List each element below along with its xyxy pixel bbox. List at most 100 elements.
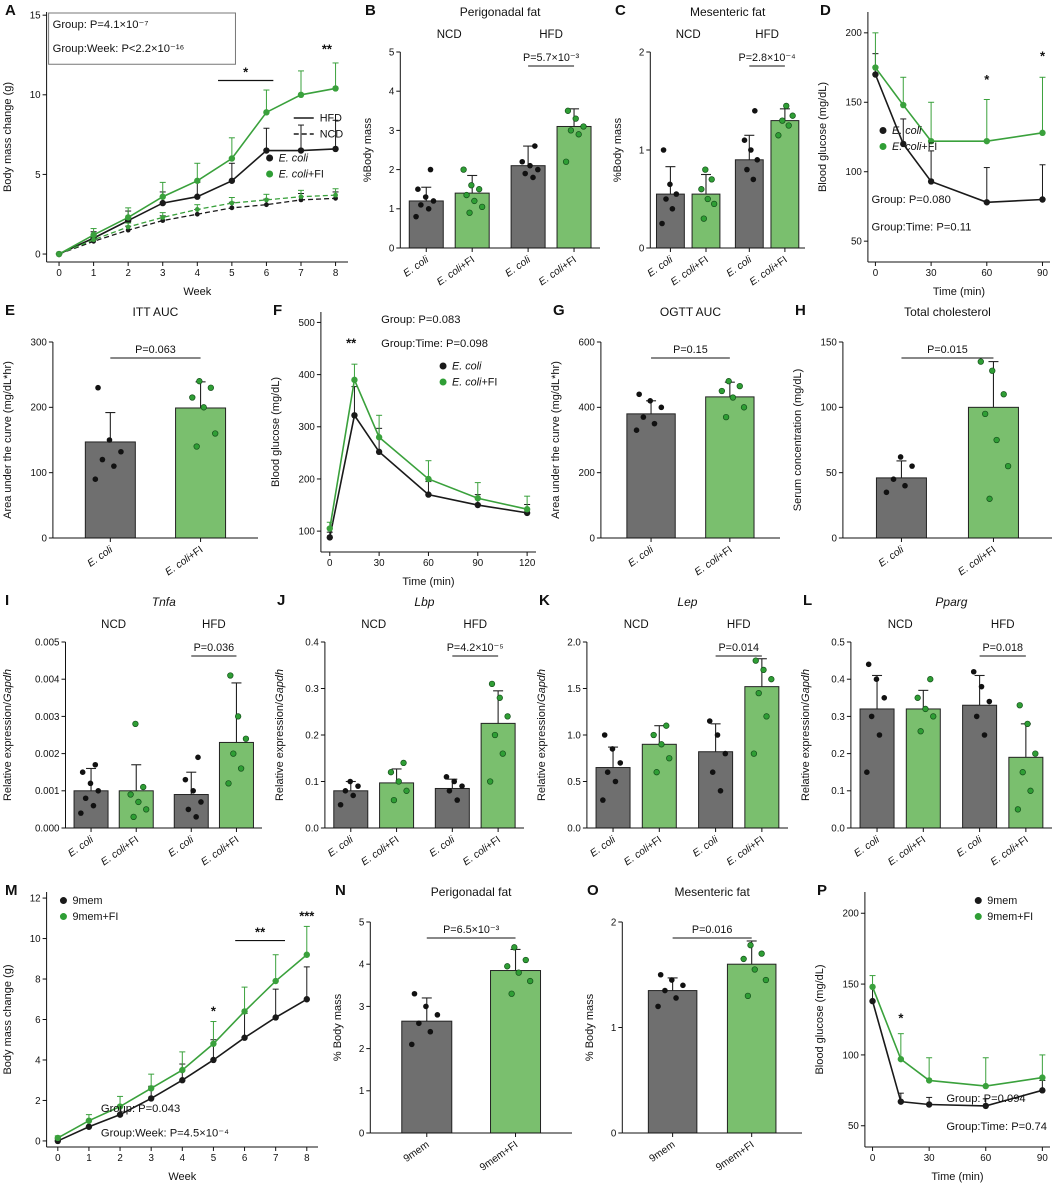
- data-point: [263, 109, 270, 116]
- bar: [734, 159, 764, 249]
- series-line: [328, 377, 528, 529]
- y-tick-label: 0: [611, 1128, 617, 1139]
- y-axis-label: Blood glucose (mg/dL): [817, 82, 829, 192]
- panel-label: H: [795, 302, 806, 319]
- data-point: [758, 950, 765, 957]
- y-tick-label: 4: [35, 1055, 41, 1066]
- y-tick-label: 600: [579, 337, 596, 348]
- data-point: [864, 769, 870, 775]
- data-point: [872, 71, 879, 78]
- stat-text: Group:Week: P<2.2×10⁻¹⁶: [53, 43, 185, 55]
- y-tick-label: 400: [299, 370, 316, 381]
- data-point: [925, 1101, 933, 1108]
- x-category-label: E. coli+FI: [989, 834, 1031, 868]
- data-point: [1039, 1087, 1046, 1094]
- data-point: [1032, 750, 1039, 757]
- legend-marker: [59, 913, 67, 921]
- y-tick-label: 150: [821, 337, 838, 348]
- y-tick-label: 50: [851, 237, 862, 248]
- data-point: [189, 394, 196, 401]
- data-point: [718, 387, 725, 395]
- x-axis-label: Time (min): [931, 1171, 983, 1183]
- y-tick-label: 200: [299, 474, 316, 485]
- x-category-label: E. coli: [402, 254, 432, 280]
- y-tick-label: 3: [359, 1002, 365, 1013]
- data-point: [872, 64, 879, 71]
- data-point: [930, 713, 937, 720]
- pvalue-text: P=0.016: [692, 924, 733, 936]
- data-point: [56, 251, 62, 257]
- panel-label: N: [335, 882, 346, 899]
- x-category-label: 9mem+FI: [478, 1139, 520, 1173]
- panel-label: M: [5, 882, 18, 899]
- panel-label: D: [820, 2, 831, 19]
- panel-chart: 0.0 0.5 1.0 1.5 2.0 Relative expression/Gapdh…: [534, 590, 798, 880]
- data-point: [511, 944, 518, 951]
- x-tick-label: 6: [264, 268, 270, 279]
- panel-J: J 0.0 0.1 0.2 0.3 0.4 Relative expression/Gap…: [272, 590, 534, 880]
- data-point: [522, 956, 529, 964]
- x-category-label: E. coli: [504, 254, 534, 280]
- x-category-label: E. coli: [646, 254, 676, 280]
- data-point: [78, 810, 84, 816]
- panel-label: A: [5, 2, 16, 19]
- data-point: [779, 117, 786, 124]
- legend-label: 9mem+FI: [987, 911, 1033, 923]
- x-category-label: E. coli+FI: [435, 254, 477, 288]
- significance-star: *: [243, 64, 249, 79]
- data-point: [196, 378, 203, 385]
- panel-title: Mesenteric fat: [674, 885, 750, 899]
- chart-svg-O: 0 1 2 % Body mass 9mem 9mem+FI Mesenteric fat P…: [584, 885, 802, 1174]
- stat-text: Group: P=0.094: [946, 1093, 1025, 1105]
- data-point: [1039, 129, 1046, 137]
- data-point: [228, 155, 236, 162]
- data-point: [755, 689, 762, 697]
- bar: [859, 708, 895, 829]
- panel-title: OGTT AUC: [660, 305, 721, 319]
- data-point: [702, 166, 709, 173]
- data-point: [159, 193, 166, 200]
- data-point: [785, 122, 792, 129]
- significance-star: **: [255, 925, 266, 940]
- y-tick-label: 200: [846, 28, 863, 39]
- legend-label: HFD: [320, 113, 342, 125]
- data-point: [466, 209, 473, 216]
- data-point: [983, 137, 990, 145]
- y-tick-label: 0.004: [35, 675, 60, 686]
- data-point: [572, 115, 579, 122]
- data-point: [210, 1040, 217, 1047]
- y-tick-label: 0.0: [831, 823, 845, 834]
- data-point: [922, 705, 929, 713]
- panel-title: Mesenteric fat: [690, 5, 766, 19]
- data-point: [230, 750, 237, 757]
- data-point: [207, 384, 214, 391]
- pvalue-text: P=0.015: [927, 344, 968, 356]
- y-axis-label: %Body mass: [362, 117, 374, 182]
- data-point: [179, 1077, 186, 1084]
- x-tick-label: 2: [117, 1153, 122, 1164]
- data-point: [897, 1098, 905, 1105]
- panel-title: ITT AUC: [133, 305, 179, 319]
- data-point: [459, 783, 465, 789]
- data-point: [355, 783, 361, 789]
- bar: [175, 407, 227, 539]
- x-tick-label: 7: [273, 1153, 278, 1164]
- data-point: [237, 765, 245, 772]
- x-tick-label: 60: [981, 268, 992, 279]
- y-axis-label: % Body mass: [584, 993, 596, 1061]
- y-tick-label: 0.0: [567, 823, 581, 834]
- y-tick-label: 1: [611, 1023, 616, 1034]
- data-point: [717, 788, 724, 794]
- data-point: [387, 769, 395, 776]
- data-point: [523, 506, 531, 513]
- x-category-label: E. coli+FI: [461, 834, 503, 868]
- legend-label: E. coli+FI: [452, 377, 497, 389]
- bar: [705, 396, 755, 539]
- data-point: [111, 463, 117, 469]
- pvalue-text: P=0.15: [673, 344, 708, 356]
- data-point: [200, 404, 207, 411]
- data-point: [350, 792, 356, 799]
- data-point: [85, 1117, 93, 1124]
